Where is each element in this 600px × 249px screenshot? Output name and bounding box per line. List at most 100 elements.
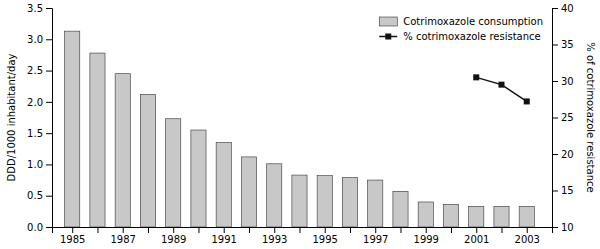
bar bbox=[216, 143, 231, 227]
x-tick-mark bbox=[299, 227, 300, 233]
x-tick-mark bbox=[274, 227, 275, 233]
x-tick bbox=[350, 227, 351, 233]
bar bbox=[191, 130, 206, 227]
y2-tick-mark bbox=[552, 118, 558, 119]
legend-background bbox=[374, 10, 548, 48]
x-tick bbox=[97, 227, 98, 233]
y-tick-label: 0.0 bbox=[27, 222, 43, 233]
bar bbox=[494, 206, 509, 227]
y2-tick: 30 bbox=[552, 76, 574, 87]
legend-item: Cotrimoxazole consumption bbox=[379, 16, 543, 27]
y2-axis-title: % of cotrimoxazole resistance bbox=[585, 42, 596, 192]
bar bbox=[443, 204, 458, 227]
x-tick bbox=[451, 227, 452, 233]
x-tick-label: 1993 bbox=[262, 234, 287, 245]
y2-tick-label: 35 bbox=[561, 39, 574, 50]
x-tick-mark bbox=[173, 227, 174, 233]
bar bbox=[342, 178, 357, 227]
bar bbox=[65, 31, 80, 227]
bar bbox=[418, 202, 433, 227]
bar bbox=[115, 74, 130, 227]
x-tick-mark bbox=[148, 227, 149, 233]
x-tick-mark bbox=[97, 227, 98, 233]
y-tick: 0.0 bbox=[27, 222, 52, 233]
chart: 1985198719891991199319951997199920012003… bbox=[0, 0, 600, 249]
bar bbox=[166, 119, 181, 227]
x-tick: 1989 bbox=[161, 227, 186, 245]
x-tick-label: 2001 bbox=[464, 234, 489, 245]
x-tick-mark bbox=[72, 227, 73, 233]
bar bbox=[90, 53, 105, 227]
marker bbox=[498, 82, 504, 88]
y-tick: 1.5 bbox=[27, 128, 52, 139]
y-tick: 3.5 bbox=[27, 3, 52, 14]
legend: Cotrimoxazole consumption % cotrimoxazole… bbox=[374, 10, 548, 48]
y-tick-mark bbox=[46, 227, 52, 228]
y-axis-line bbox=[46, 9, 53, 228]
y-tick: 1.0 bbox=[27, 159, 52, 170]
marker bbox=[473, 74, 479, 80]
x-tick-label: 1995 bbox=[313, 234, 338, 245]
y2-tick: 15 bbox=[552, 185, 574, 196]
x-tick-mark bbox=[123, 227, 124, 233]
y-tick-label: 1.0 bbox=[27, 159, 43, 170]
bar bbox=[469, 206, 484, 227]
bar bbox=[393, 191, 408, 227]
y-axis-title: DDD/1000 inhabitant/day bbox=[6, 53, 17, 181]
y-tick-mark bbox=[46, 8, 52, 9]
x-tick: 1997 bbox=[363, 227, 388, 245]
legend-swatch bbox=[379, 17, 397, 26]
x-tick-mark bbox=[325, 227, 326, 233]
y-tick-mark bbox=[46, 102, 52, 103]
y-tick-label: 3.0 bbox=[27, 34, 43, 45]
legend-item: % cotrimoxazole resistance bbox=[379, 31, 540, 42]
y-tick-label: 1.5 bbox=[27, 128, 43, 139]
x-tick: 2001 bbox=[464, 227, 489, 245]
x-tick: 1985 bbox=[60, 227, 85, 245]
y-tick-label: 3.5 bbox=[27, 3, 43, 14]
y2-tick: 40 bbox=[552, 3, 574, 14]
y-tick: 3.0 bbox=[27, 34, 52, 45]
x-tick: 1993 bbox=[262, 227, 287, 245]
y2-axis-line bbox=[553, 9, 559, 228]
x-axis: 1985198719891991199319951997199920012003 bbox=[53, 227, 553, 245]
y-tick-label: 2.5 bbox=[27, 65, 43, 76]
y2-tick: 25 bbox=[552, 112, 574, 123]
x-tick-label: 1997 bbox=[363, 234, 388, 245]
x-tick-mark bbox=[400, 227, 401, 233]
x-tick-mark bbox=[224, 227, 225, 233]
legend-label: % cotrimoxazole resistance bbox=[403, 31, 540, 42]
bar bbox=[292, 175, 307, 227]
x-tick bbox=[400, 227, 401, 233]
plot: 1985198719891991199319951997199920012003… bbox=[27, 3, 574, 245]
y-tick-mark bbox=[46, 133, 52, 134]
x-tick-label: 1985 bbox=[60, 234, 85, 245]
marks bbox=[65, 31, 535, 227]
x-tick: 2003 bbox=[515, 227, 540, 245]
x-tick-mark bbox=[451, 227, 452, 233]
markers bbox=[473, 74, 530, 104]
bar bbox=[368, 180, 383, 227]
x-tick-mark bbox=[476, 227, 477, 233]
x-tick-label: 1991 bbox=[211, 234, 236, 245]
y2-tick-mark bbox=[552, 191, 558, 192]
x-tick bbox=[501, 227, 502, 233]
x-tick: 1991 bbox=[211, 227, 236, 245]
y-tick-mark bbox=[46, 196, 52, 197]
x-axis-line bbox=[53, 228, 553, 234]
y2-tick-label: 20 bbox=[561, 149, 574, 160]
x-tick-label: 1989 bbox=[161, 234, 186, 245]
y2-tick-label: 10 bbox=[561, 222, 574, 233]
bar bbox=[267, 164, 282, 227]
bar bbox=[519, 206, 534, 227]
legend-marker bbox=[385, 34, 391, 40]
bars bbox=[65, 31, 535, 227]
x-tick: 1999 bbox=[414, 227, 439, 245]
y2-axis: 10 15 20 25 30 35 40 bbox=[552, 3, 574, 233]
x-tick bbox=[299, 227, 300, 233]
x-tick-mark bbox=[350, 227, 351, 233]
y-axis: 0.00.51.01.52.02.53.03.5 bbox=[27, 3, 52, 233]
y-tick: 2.5 bbox=[27, 65, 52, 76]
y2-tick-label: 30 bbox=[561, 76, 574, 87]
x-tick-mark bbox=[426, 227, 427, 233]
